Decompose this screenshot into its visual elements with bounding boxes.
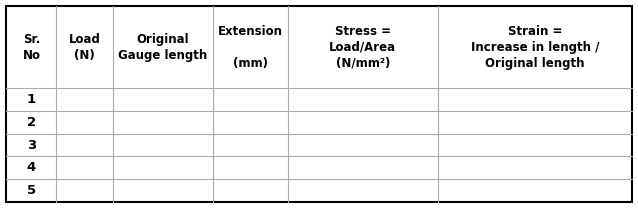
- Text: Strain =
Increase in length /
Original length: Strain = Increase in length / Original l…: [470, 25, 599, 70]
- Text: Extension

(mm): Extension (mm): [218, 25, 283, 70]
- Text: 2: 2: [27, 116, 36, 129]
- Text: Stress =
Load/Area
(N/mm²): Stress = Load/Area (N/mm²): [329, 25, 396, 70]
- Text: 4: 4: [27, 161, 36, 174]
- Text: 1: 1: [27, 93, 36, 106]
- Text: 5: 5: [27, 184, 36, 197]
- Text: 3: 3: [27, 139, 36, 152]
- Text: Load
(N): Load (N): [69, 33, 100, 62]
- Text: Original
Gauge length: Original Gauge length: [118, 33, 207, 62]
- Text: Sr.
No: Sr. No: [22, 33, 40, 62]
